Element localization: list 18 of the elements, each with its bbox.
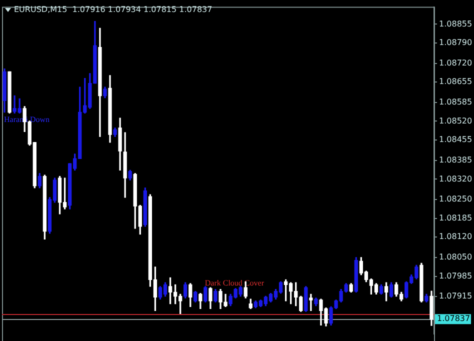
y-tick-label: 1.08585 (439, 97, 472, 106)
y-tick-label: 1.08320 (439, 174, 472, 184)
y-tick-label: 1.08655 (439, 77, 472, 86)
y-tick-label: 1.08720 (439, 58, 472, 68)
y-tick-label: 1.08790 (439, 38, 472, 48)
ref-line-label: 1.07837 (437, 314, 470, 324)
y-tick-label: 1.08385 (439, 155, 472, 164)
y-tick-label: 1.08050 (439, 252, 472, 262)
y-tick-label: 1.08185 (439, 213, 472, 222)
y-tick-label: 1.08250 (439, 194, 472, 204)
y-tick-label: 1.08855 (439, 19, 472, 28)
y-tick-label: 1.08455 (439, 135, 472, 144)
y-tick-label: 1.08120 (439, 232, 472, 242)
candlestick (309, 294, 313, 312)
y-tick-label: 1.07915 (439, 292, 472, 301)
y-tick-label: 1.08520 (439, 116, 472, 126)
y-tick-label: 1.07985 (439, 271, 472, 280)
chart-title: EURUSD,M15 1.07916 1.07934 1.07815 1.07837 (14, 5, 212, 14)
